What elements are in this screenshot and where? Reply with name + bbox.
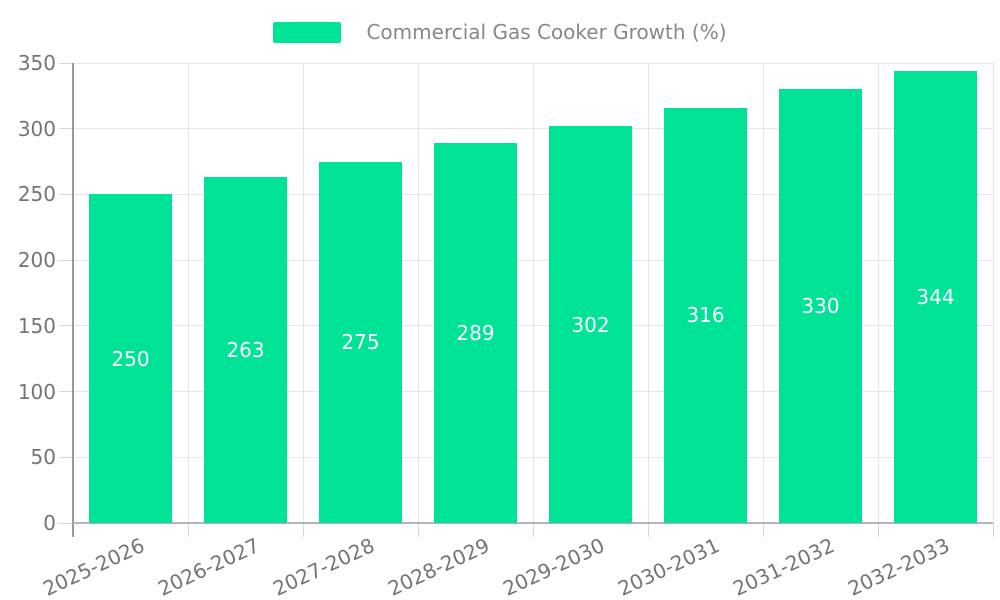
x-tick-mark xyxy=(302,523,304,537)
x-gridline xyxy=(762,63,764,523)
x-axis-tick-label: 2028-2029 xyxy=(384,533,494,600)
x-tick-mark xyxy=(532,523,534,537)
x-axis-tick-label: 2030-2031 xyxy=(614,533,724,600)
y-axis-tick-label: 250 xyxy=(17,182,56,207)
x-axis-line xyxy=(73,522,993,524)
bar[interactable]: 344 xyxy=(894,70,977,523)
y-axis-tick-label: 0 xyxy=(43,511,56,535)
y-axis-tick-label: 100 xyxy=(17,379,56,404)
bar[interactable]: 250 xyxy=(89,194,172,523)
x-gridline xyxy=(417,63,419,523)
chart-legend: Commercial Gas Cooker Growth (%) xyxy=(0,20,1000,44)
x-tick-mark xyxy=(647,523,649,537)
x-gridline xyxy=(877,63,879,523)
bar[interactable]: 275 xyxy=(319,161,402,523)
y-axis-tick-label: 150 xyxy=(17,313,56,338)
bar-value-label: 316 xyxy=(686,303,725,328)
y-tick-mark xyxy=(59,391,73,393)
y-tick-mark xyxy=(59,128,73,130)
bar[interactable]: 263 xyxy=(204,177,287,523)
y-tick-mark xyxy=(59,325,73,327)
y-axis-tick-label: 200 xyxy=(17,248,56,273)
x-gridline xyxy=(532,63,534,523)
x-axis-tick-label: 2031-2032 xyxy=(729,533,839,600)
x-axis-tick-label: 2026-2027 xyxy=(154,533,264,600)
x-axis-tick-label: 2032-2033 xyxy=(844,533,954,600)
bar[interactable]: 289 xyxy=(434,143,517,523)
x-axis-tick-label: 2029-2030 xyxy=(499,533,609,600)
y-axis-tick-label: 50 xyxy=(30,445,56,470)
bar-value-label: 330 xyxy=(801,294,840,319)
x-gridline xyxy=(187,63,189,523)
y-axis-line xyxy=(72,63,74,537)
x-tick-mark xyxy=(187,523,189,537)
bar-value-label: 289 xyxy=(456,321,495,346)
x-tick-mark xyxy=(417,523,419,537)
y-tick-mark xyxy=(59,62,73,64)
x-tick-mark xyxy=(762,523,764,537)
bar-value-label: 263 xyxy=(226,338,265,363)
bar[interactable]: 302 xyxy=(549,126,632,523)
legend-swatch-icon xyxy=(273,21,342,43)
bar-value-label: 250 xyxy=(111,346,150,371)
bar[interactable]: 316 xyxy=(664,107,747,523)
y-tick-mark xyxy=(59,456,73,458)
x-tick-mark xyxy=(992,523,994,537)
bar-value-label: 302 xyxy=(571,312,610,337)
legend-label: Commercial Gas Cooker Growth (%) xyxy=(366,20,727,44)
x-axis-tick-label: 2027-2028 xyxy=(269,533,379,600)
y-axis-tick-label: 350 xyxy=(17,51,56,75)
x-gridline xyxy=(302,63,304,523)
bar-value-label: 344 xyxy=(916,284,955,309)
bar[interactable]: 330 xyxy=(779,89,862,523)
x-axis-tick-label: 2025-2026 xyxy=(39,533,149,600)
y-tick-mark xyxy=(59,259,73,261)
bar-value-label: 275 xyxy=(341,330,380,355)
x-tick-mark xyxy=(877,523,879,537)
y-tick-mark xyxy=(59,522,73,524)
legend-item[interactable]: Commercial Gas Cooker Growth (%) xyxy=(273,20,727,44)
y-axis-tick-label: 300 xyxy=(17,116,56,141)
x-gridline xyxy=(647,63,649,523)
x-gridline xyxy=(992,63,994,523)
y-tick-mark xyxy=(59,193,73,195)
